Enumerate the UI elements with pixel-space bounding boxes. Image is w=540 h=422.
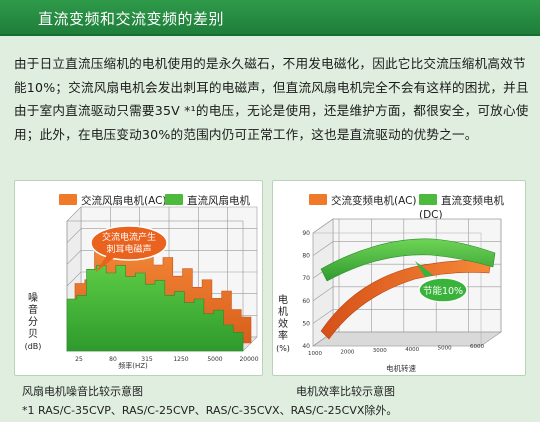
legend-swatch-dc-inverter bbox=[419, 194, 437, 205]
efficiency-y-ticks: 40 50 60 70 80 90 bbox=[302, 230, 310, 350]
legend-label-dc-inverter: 直流变频电机(DC) bbox=[419, 195, 504, 221]
noise-chart-panel: 交流风扇电机(AC) 直流风扇电机(DC) 258031512505000200… bbox=[14, 180, 263, 376]
noise-callout-line-2: 刺耳电磁声 bbox=[106, 243, 151, 255]
efficiency-dc-ribbon bbox=[320, 238, 496, 282]
noise-dc-area bbox=[66, 265, 244, 352]
efficiency-callout: 节能10% bbox=[415, 261, 468, 303]
efficiency-chart-panel: 交流变频电机(AC) 直流变频电机(DC) 40 50 60 70 80 90 1000 2… bbox=[272, 180, 526, 376]
efficiency-x-tick: 1000 bbox=[308, 351, 322, 357]
noise-y-label-5: (dB) bbox=[24, 342, 42, 351]
efficiency-chart: 40 50 60 70 80 90 1000 2000 3000 4000 5000 6000 节能… bbox=[302, 218, 502, 373]
efficiency-x-tick: 6000 bbox=[470, 344, 484, 350]
noise-chart: 25 80 315 1250 5000 20000 频率(HZ) 交流电流产生 刺耳电磁声 bbox=[66, 206, 259, 370]
efficiency-callout-text: 节能10% bbox=[423, 285, 463, 297]
efficiency-y-label-3: 效 bbox=[278, 319, 288, 330]
efficiency-x-tick: 5000 bbox=[438, 345, 452, 351]
legend-swatch-dc bbox=[165, 194, 183, 205]
efficiency-y-label-4: 率 bbox=[278, 331, 288, 342]
efficiency-y-tick: 40 bbox=[302, 343, 310, 350]
efficiency-y-label-2: 机 bbox=[278, 307, 288, 318]
noise-y-label-1: 噪 bbox=[28, 293, 38, 304]
noise-x-tick: 25 bbox=[75, 356, 83, 363]
efficiency-grid bbox=[312, 218, 502, 347]
noise-callout-line-1: 交流电流产生 bbox=[102, 231, 156, 243]
efficiency-y-tick: 90 bbox=[302, 230, 310, 237]
section-title: 直流变频和交流变频的差别 bbox=[38, 10, 225, 28]
efficiency-x-tick: 4000 bbox=[405, 347, 419, 353]
legend-ac-inverter: 交流变频电机(AC) bbox=[309, 194, 417, 208]
legend-label-ac-inverter: 交流变频电机(AC) bbox=[331, 195, 417, 207]
noise-y-label-2: 音 bbox=[28, 305, 38, 316]
efficiency-chart-caption: 电机效率比较示意图 bbox=[296, 385, 395, 398]
noise-x-tick: 315 bbox=[141, 356, 153, 363]
noise-x-ticks: 25 80 315 1250 5000 20000 bbox=[75, 356, 259, 363]
description-paragraph: 由于日立直流压缩机的电机使用的是永久磁石，不用发电磁化，因此它比交流压缩机高效节… bbox=[14, 56, 529, 142]
efficiency-x-tick: 3000 bbox=[373, 348, 387, 354]
noise-callout: 交流电流产生 刺耳电磁声 bbox=[90, 225, 168, 273]
legend-ac: 交流风扇电机(AC) bbox=[59, 194, 167, 208]
legend-swatch-ac-inverter bbox=[309, 194, 327, 205]
efficiency-y-tick: 80 bbox=[302, 253, 310, 260]
efficiency-y-label-1: 电 bbox=[278, 295, 288, 306]
legend-swatch-ac bbox=[59, 194, 77, 205]
efficiency-x-tick: 2000 bbox=[340, 350, 354, 356]
efficiency-y-tick: 70 bbox=[302, 275, 310, 282]
footnote: *1 RAS/C-35CVP、RAS/C-25CVP、RAS/C-35CVX、R… bbox=[22, 404, 398, 417]
efficiency-x-ticks: 1000 2000 3000 4000 5000 6000 bbox=[308, 344, 484, 357]
efficiency-y-tick: 60 bbox=[302, 298, 310, 305]
noise-y-label-4: 贝 bbox=[28, 329, 38, 340]
noise-x-tick: 5000 bbox=[207, 356, 222, 363]
efficiency-y-label-5: (%) bbox=[276, 344, 290, 353]
noise-chart-caption: 风扇电机噪音比较示意图 bbox=[22, 385, 143, 398]
section-header: 直流变频和交流变频的差别 bbox=[0, 0, 540, 36]
efficiency-x-label: 电机转速 bbox=[386, 363, 416, 373]
efficiency-ac-ribbon bbox=[320, 259, 492, 340]
legend-label-ac: 交流风扇电机(AC) bbox=[81, 195, 167, 207]
noise-y-label-3: 分 bbox=[28, 317, 38, 328]
noise-x-tick: 1250 bbox=[173, 356, 188, 363]
noise-x-label: 频率(HZ) bbox=[118, 361, 148, 370]
noise-x-tick: 80 bbox=[109, 356, 117, 363]
efficiency-y-tick: 50 bbox=[302, 320, 310, 327]
noise-x-tick: 20000 bbox=[239, 356, 258, 363]
legend-dc-inverter: 直流变频电机(DC) bbox=[419, 194, 525, 221]
